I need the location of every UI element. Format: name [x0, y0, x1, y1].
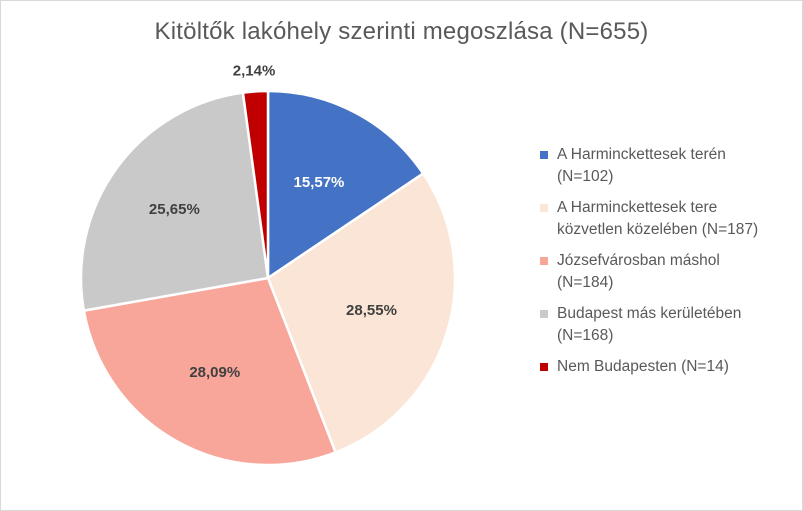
- chart-title: Kitöltők lakóhely szerinti megoszlása (N…: [154, 18, 649, 45]
- legend-item: A Harminckettesek tere közvetlen közelébe…: [540, 197, 795, 241]
- legend-swatch: [540, 151, 548, 159]
- data-label: 28,09%: [189, 364, 240, 381]
- data-label: 25,65%: [149, 201, 200, 218]
- legend-swatch: [540, 363, 548, 371]
- pie-slice: [241, 89, 270, 280]
- legend-label: Nem Budapesten (N=14): [557, 358, 729, 375]
- legend-item: Nem Budapesten (N=14): [540, 356, 795, 378]
- legend-label: Budapest más kerületében (N=168): [557, 305, 742, 344]
- legend-swatch: [540, 310, 548, 318]
- data-label: 28,55%: [346, 302, 397, 319]
- data-label: 2,14%: [233, 62, 276, 79]
- legend-item: Józsefvárosban máshol (N=184): [540, 250, 795, 294]
- legend-item: A Harminckettesek terén (N=102): [540, 144, 795, 188]
- legend-swatch: [540, 257, 548, 265]
- legend-swatch: [540, 204, 548, 212]
- pie-slice: [79, 91, 270, 312]
- pie-slice: [266, 172, 457, 454]
- legend-label: A Harminckettesek tere közvetlen közelébe…: [557, 199, 759, 238]
- data-label: 15,57%: [294, 174, 345, 191]
- legend-label: Józsefvárosban máshol (N=184): [557, 252, 720, 291]
- legend-item: Budapest más kerületében (N=168): [540, 303, 795, 347]
- pie-slice: [266, 89, 425, 280]
- pie-slice: [82, 276, 337, 467]
- legend-label: A Harminckettesek terén (N=102): [557, 146, 726, 185]
- legend: A Harminckettesek terén (N=102) A Harminck…: [540, 144, 795, 387]
